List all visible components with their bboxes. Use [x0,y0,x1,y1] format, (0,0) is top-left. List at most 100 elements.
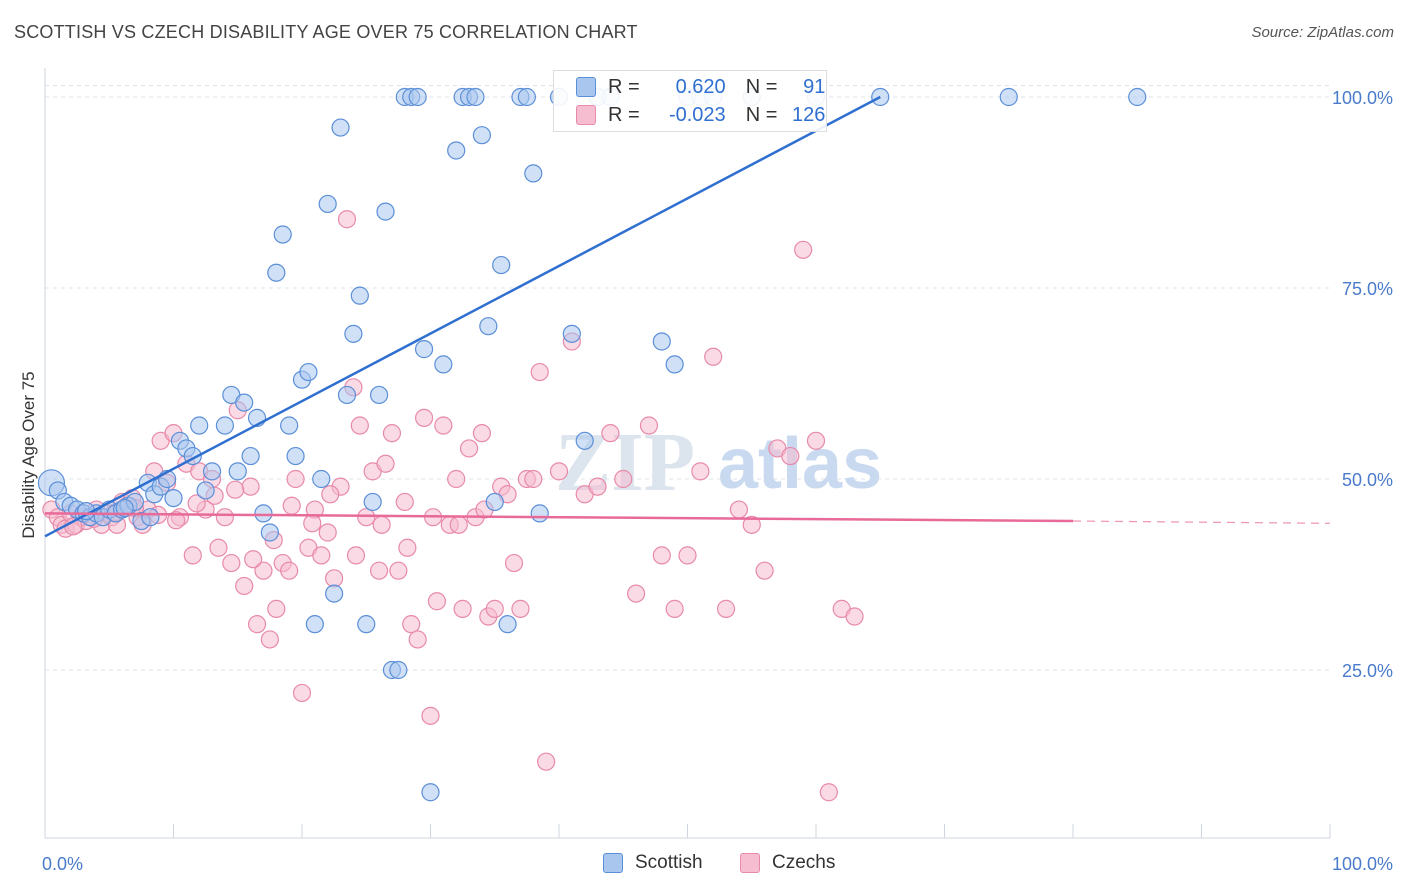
scottish-point [215,416,234,435]
scottish-point [421,783,440,802]
czech-point [244,550,263,569]
scottish-point [318,194,337,214]
czech-point [614,469,633,489]
legend-r-scottish: 0.620 [675,75,726,98]
scottish-point [260,523,279,542]
czech-point [472,424,491,443]
czech-point [402,615,421,634]
czech-point [421,706,440,725]
bottom-czech-swatch [740,853,760,873]
czech-point [588,477,607,496]
scottish-point [141,508,160,527]
czech-point [166,511,186,530]
czech-point [806,431,826,450]
scottish-point [286,446,305,466]
czech-point [183,546,202,565]
czech-point [247,615,267,634]
czech-point [639,416,659,435]
czech-point [312,546,331,565]
czech-point [524,469,543,489]
czech-point [254,561,273,580]
czech-point [292,683,312,703]
legend-r-label-2: R = [608,103,640,126]
czech-point [704,347,723,366]
scottish-point [517,87,536,107]
scottish-point [530,504,549,523]
scottish-point [312,469,331,489]
czech-point [303,514,322,533]
y-tick-label: 100.0% [1332,88,1393,108]
watermark-atlas: atlas [718,424,882,504]
y-tick-label: 25.0% [1342,661,1393,681]
scottish-point [999,87,1018,107]
czech-point [382,424,402,443]
scottish-point [241,446,260,466]
scottish-points [37,87,1147,802]
czech-point [601,424,620,443]
watermark: ZIP atlas [555,416,882,509]
y-tick-label: 50.0% [1342,470,1393,490]
czech-point [729,500,749,519]
scottish-point [280,416,299,435]
czech-point [485,599,504,618]
ticks: 25.0% 50.0% 75.0% 100.0% 0.0% 100.0% [42,88,1393,874]
czech-point [408,630,427,649]
scottish-point [196,481,215,500]
legend-row-scottish: R = 0.620 N = 91 [576,74,825,100]
scottish-point [164,489,183,508]
legend-r-label: R = [608,75,640,98]
scottish-point [492,255,511,275]
scottish-point [350,286,369,305]
czech-point [819,783,838,802]
scottish-point [498,615,517,634]
czech-point [346,546,366,565]
bottom-scottish-swatch [603,853,623,873]
czech-point [755,561,774,580]
scottish-point [228,462,247,481]
czech-point [282,496,301,515]
chart-title: SCOTTISH VS CZECH DISABILITY AGE OVER 75… [14,22,638,42]
bottom-legend-scottish: Scottish [603,852,703,874]
scottish-point [665,355,684,374]
scottish-point [337,385,357,405]
czech-point [350,416,369,435]
scottish-point [376,202,395,221]
scottish-point [434,355,453,374]
czech-point [504,553,524,573]
czech-point [845,607,864,626]
czech-point [398,538,417,557]
czech-point [260,630,279,649]
scottish-point [190,416,209,435]
czech-point [241,477,260,496]
scottish-point [414,340,434,359]
czech-point [286,469,305,489]
czech-point [370,561,389,580]
czech-point [280,561,299,580]
y-tick-label: 75.0% [1342,279,1393,299]
bottom-legend-scottish-label: Scottish [635,852,703,873]
scottish-point [479,317,498,336]
scottish-point [344,324,363,343]
scottish-point [363,492,382,512]
correlation-legend: R = 0.620 N = 91 R = -0.023 N = 126 [553,70,827,132]
czech-point [459,439,479,458]
czech-point [267,599,286,618]
scottish-point [652,332,671,351]
czech-point [215,508,234,527]
czech-point [235,576,254,596]
czech-swatch [576,105,596,125]
scottish-trend-line [44,95,881,538]
czech-points [42,210,864,802]
legend-n-czechs: 126 [792,103,826,126]
czech-point [447,469,466,489]
legend-n-label-2: N = [745,103,778,126]
legend-row-czechs: R = -0.023 N = 126 [576,102,825,128]
czech-point [781,446,800,466]
scottish-point [325,584,344,603]
x-tick-label-max: 100.0% [1332,854,1393,874]
scottish-swatch [576,77,596,97]
czech-point [537,752,556,771]
czech-point [511,599,530,618]
scottish-point [472,126,491,145]
scottish-point [202,462,222,481]
